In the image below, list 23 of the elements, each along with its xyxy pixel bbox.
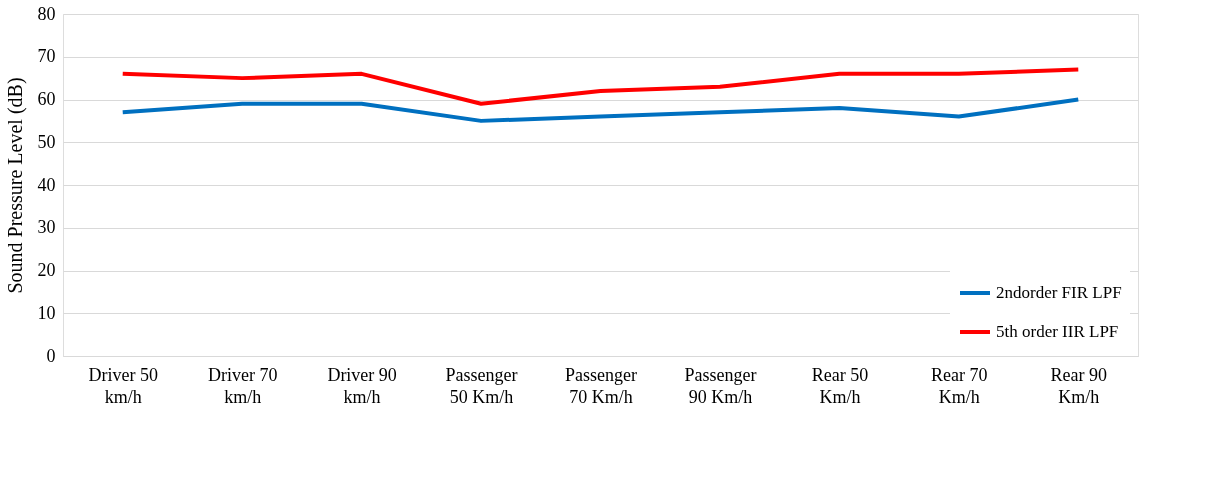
x-tick-label: Driver 70 km/h — [207, 364, 278, 407]
legend-label: 2ndorder FIR LPF — [996, 283, 1122, 302]
y-tick-label: 40 — [37, 174, 56, 195]
legend-label: 5th order IIR LPF — [996, 322, 1119, 341]
x-tick-label: Rear 50 Km/h — [811, 364, 869, 407]
y-tick-label: 30 — [37, 217, 56, 238]
x-tick-label: Rear 90 Km/h — [1050, 364, 1108, 407]
y-tick-label: 50 — [37, 131, 56, 152]
line-series — [120, 67, 1081, 106]
x-tick-label: Driver 90 km/h — [327, 364, 397, 407]
y-tick-label: 70 — [37, 46, 56, 67]
y-tick-label: 0 — [46, 345, 56, 366]
x-tick-label: Driver 50 km/h — [88, 364, 158, 407]
line-series — [120, 97, 1081, 123]
y-tick-label: 10 — [37, 302, 56, 323]
x-tick-label: Passenger 50 Km/h — [445, 364, 518, 407]
y-axis-title: Sound Pressure Level (dB) — [3, 77, 27, 294]
x-tick-label: Passenger 70 Km/h — [565, 364, 637, 407]
x-tick-label: Passenger 90 Km/h — [684, 364, 757, 407]
y-tick-label: 80 — [37, 3, 56, 24]
y-tick-label: 60 — [37, 89, 56, 109]
x-tick-label: Rear 70 Km/h — [931, 364, 988, 407]
y-tick-label: 20 — [37, 260, 56, 280]
